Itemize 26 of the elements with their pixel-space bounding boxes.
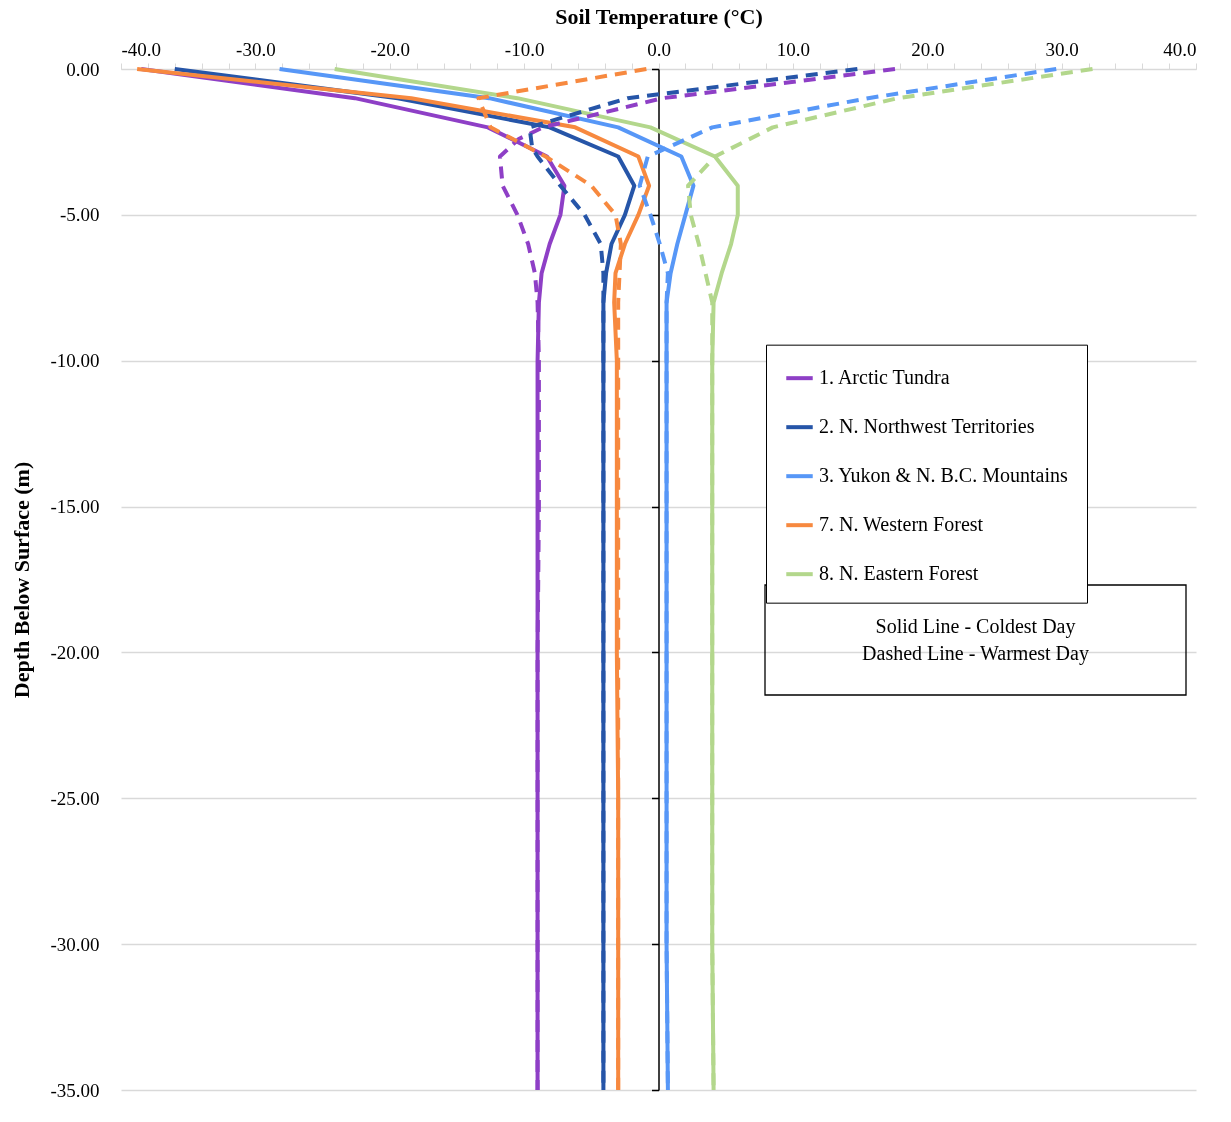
x-tick-label: 10.0 [776,38,810,60]
legend-label: 7. N. Western Forest [819,513,984,536]
x-tick-label: 20.0 [911,38,945,60]
annotation: Dashed Line - Warmest Day [862,641,1089,665]
y-tick-label: -20.00 [50,641,100,663]
y-tick-label: -25.00 [50,787,100,809]
x-tick-label: -20.0 [370,38,411,60]
legend-label: 2. N. Northwest Territories [819,415,1035,438]
y-tick-label: -35.00 [50,1079,100,1101]
y-tick-label: -15.00 [50,496,100,518]
y-tick-label: 0.00 [66,58,100,80]
legend-label: 8. N. Eastern Forest [819,562,979,585]
x-tick-label: 30.0 [1045,38,1079,60]
x-axis-title: Soil Temperature (°C) [555,3,763,29]
y-tick-label: -10.00 [50,350,100,372]
x-tick-label: -30.0 [236,38,276,60]
x-tick-label: 0.0 [647,38,671,60]
x-tick-label: -40.0 [121,38,162,60]
y-tick-label: -30.00 [50,933,100,955]
y-axis-title: Depth Below Surface (m) [9,461,35,699]
annotation: Solid Line - Coldest Day [875,614,1076,638]
legend-label: 3. Yukon & N. B.C. Mountains [819,464,1068,487]
x-tick-label: 40.0 [1163,38,1197,60]
y-tick-label: -5.00 [59,204,100,226]
legend-label: 1. Arctic Tundra [819,366,950,389]
x-tick-label: -10.0 [504,38,545,60]
